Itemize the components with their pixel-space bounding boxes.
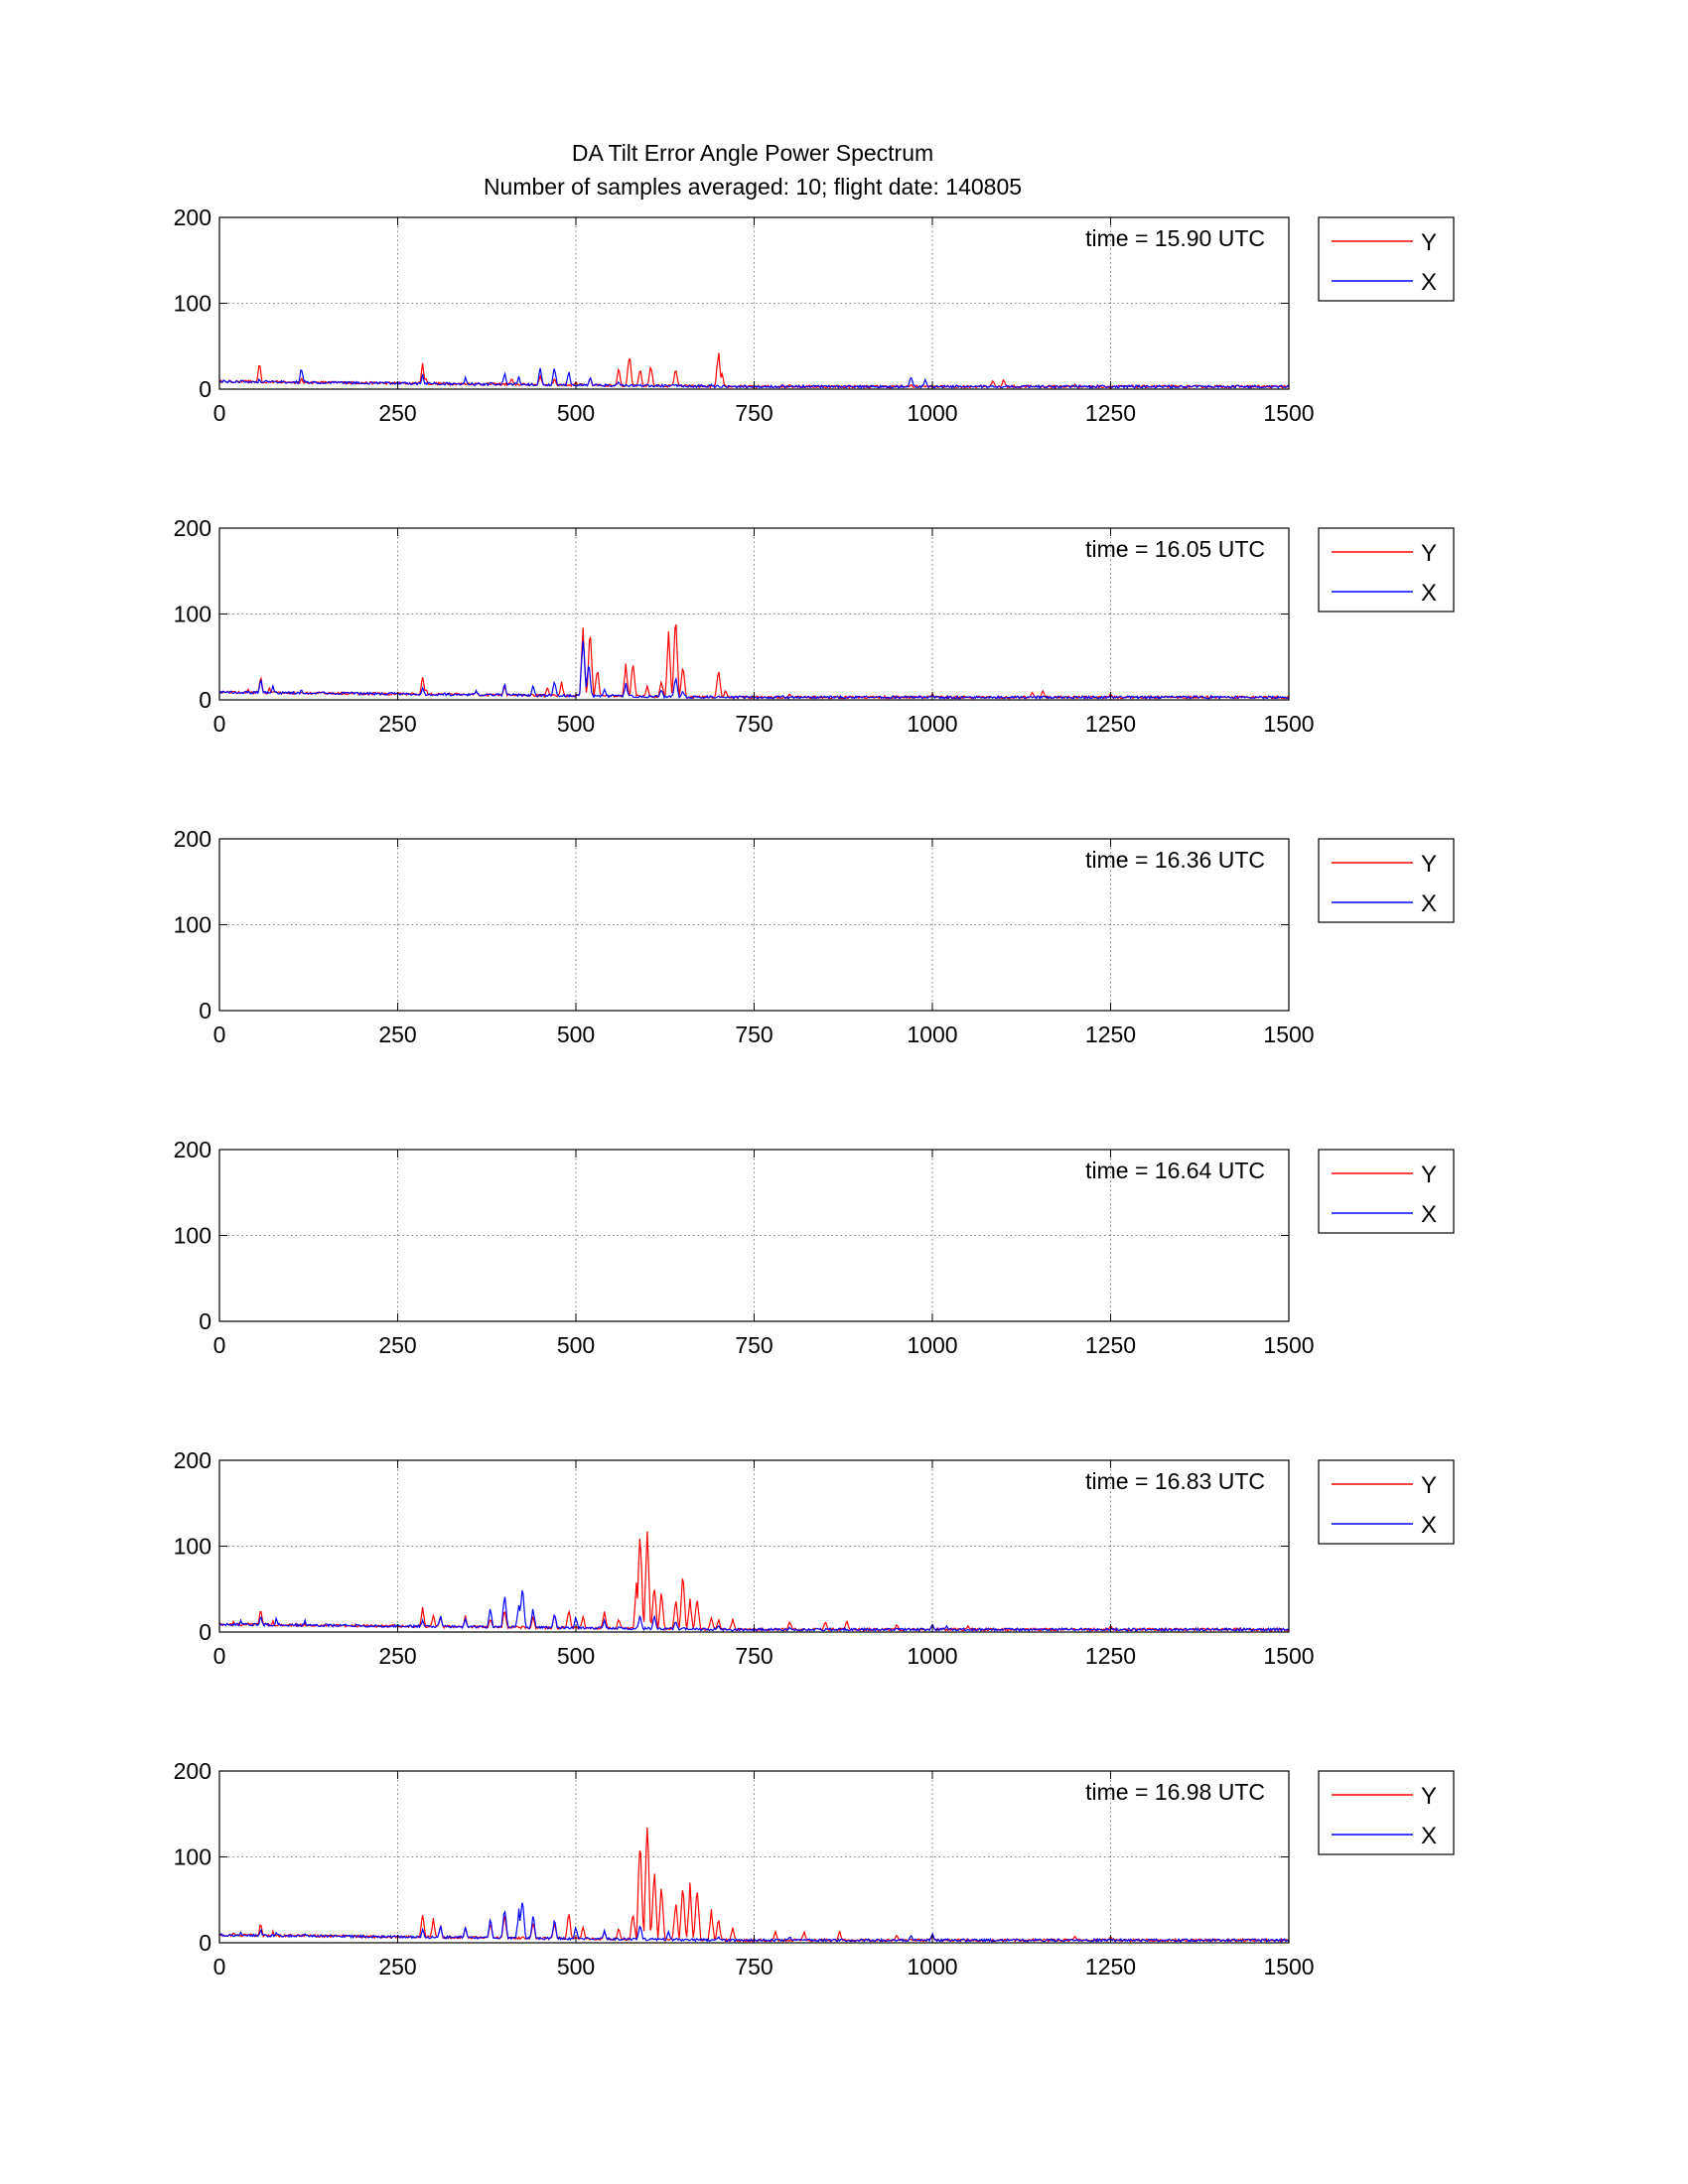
y-tick-label: 200 — [174, 205, 211, 230]
y-tick-label: 0 — [199, 1619, 211, 1645]
y-tick-label: 0 — [199, 687, 211, 713]
x-tick-label: 1000 — [907, 1022, 957, 1047]
x-tick-label: 1250 — [1085, 1643, 1136, 1669]
x-tick-label: 750 — [735, 400, 773, 426]
x-tick-label: 1000 — [907, 1643, 957, 1669]
legend-box — [1318, 216, 1455, 302]
time-annotation: time = 15.90 UTC — [1085, 225, 1265, 251]
x-tick-label: 250 — [378, 1954, 416, 1979]
x-tick-label: 500 — [557, 400, 595, 426]
x-tick-label: 1500 — [1263, 711, 1314, 737]
y-tick-label: 100 — [174, 602, 211, 627]
x-tick-label: 500 — [557, 1022, 595, 1047]
y-tick-label: 100 — [174, 1223, 211, 1249]
x-tick-label: 750 — [735, 711, 773, 737]
x-tick-label: 1500 — [1263, 1332, 1314, 1358]
x-tick-label: 500 — [557, 711, 595, 737]
y-tick-label: 100 — [174, 912, 211, 938]
x-tick-label: 0 — [213, 1643, 226, 1669]
y-tick-label: 100 — [174, 291, 211, 317]
y-tick-label: 200 — [174, 515, 211, 541]
x-tick-label: 1000 — [907, 400, 957, 426]
legend-box — [1318, 1459, 1455, 1545]
y-tick-label: 0 — [199, 1308, 211, 1334]
x-tick-label: 0 — [213, 711, 226, 737]
legend: YX — [1318, 527, 1455, 613]
legend-label-x: X — [1421, 1201, 1437, 1228]
time-annotation: time = 16.98 UTC — [1085, 1779, 1265, 1805]
x-tick-label: 250 — [378, 1022, 416, 1047]
x-tick-label: 0 — [213, 1022, 226, 1047]
legend-label-x: X — [1421, 1512, 1437, 1539]
subplot-6: 0 250 500 750 1000 1250 1500 0 100 200 time = 16.9… — [174, 1758, 1455, 1979]
x-tick-label: 1500 — [1263, 400, 1314, 426]
y-tick-label: 100 — [174, 1534, 211, 1560]
x-tick-label: 0 — [213, 1332, 226, 1358]
legend-label-y: Y — [1421, 851, 1437, 878]
x-tick-label: 500 — [557, 1954, 595, 1979]
x-tick-label: 250 — [378, 1643, 416, 1669]
y-tick-label: 0 — [199, 376, 211, 402]
time-annotation: time = 16.64 UTC — [1085, 1158, 1265, 1183]
legend: YX — [1318, 1459, 1455, 1545]
x-tick-label: 1250 — [1085, 1954, 1136, 1979]
x-tick-label: 500 — [557, 1643, 595, 1669]
legend-label-x: X — [1421, 890, 1437, 917]
x-tick-label: 750 — [735, 1954, 773, 1979]
legend-box — [1318, 1770, 1455, 1855]
x-tick-label: 0 — [213, 1954, 226, 1979]
x-tick-label: 1000 — [907, 711, 957, 737]
legend: YX — [1318, 1770, 1455, 1855]
x-tick-label: 1000 — [907, 1332, 957, 1358]
x-tick-label: 1000 — [907, 1954, 957, 1979]
x-tick-label: 750 — [735, 1643, 773, 1669]
legend: YX — [1318, 216, 1455, 302]
legend-label-y: Y — [1421, 1161, 1437, 1188]
x-tick-label: 1500 — [1263, 1954, 1314, 1979]
time-annotation: time = 16.05 UTC — [1085, 536, 1265, 562]
x-tick-label: 1500 — [1263, 1022, 1314, 1047]
legend-label-y: Y — [1421, 1472, 1437, 1499]
subplot-4: 0 250 500 750 1000 1250 1500 0 100 200 time = 16.6… — [174, 1137, 1455, 1358]
x-tick-label: 250 — [378, 1332, 416, 1358]
y-tick-label: 0 — [199, 1930, 211, 1956]
legend-label-x: X — [1421, 580, 1437, 607]
subplot-3: 0 250 500 750 1000 1250 1500 0 100 200 time = 16.3… — [174, 826, 1455, 1047]
y-tick-label: 200 — [174, 1137, 211, 1162]
y-tick-label: 200 — [174, 1758, 211, 1784]
legend: YX — [1318, 1149, 1455, 1234]
x-tick-label: 1250 — [1085, 1332, 1136, 1358]
x-tick-label: 1500 — [1263, 1643, 1314, 1669]
y-tick-label: 200 — [174, 1447, 211, 1473]
subplot-1: 0 250 500 750 1000 1250 1500 0 100 200 time = 15.9… — [174, 205, 1455, 426]
legend-label-x: X — [1421, 269, 1437, 296]
x-tick-label: 250 — [378, 400, 416, 426]
x-tick-label: 250 — [378, 711, 416, 737]
subplot-5: 0 250 500 750 1000 1250 1500 0 100 200 time = 16.8… — [174, 1447, 1455, 1669]
legend-box — [1318, 838, 1455, 923]
y-tick-label: 200 — [174, 826, 211, 852]
x-tick-label: 750 — [735, 1022, 773, 1047]
x-tick-label: 0 — [213, 400, 226, 426]
x-tick-label: 1250 — [1085, 711, 1136, 737]
legend-box — [1318, 527, 1455, 613]
legend-label-y: Y — [1421, 1783, 1437, 1810]
legend-box — [1318, 1149, 1455, 1234]
figure-subtitle: Number of samples averaged: 10; flight d… — [484, 174, 1022, 200]
time-annotation: time = 16.83 UTC — [1085, 1468, 1265, 1494]
legend-label-y: Y — [1421, 229, 1437, 256]
y-tick-label: 100 — [174, 1844, 211, 1870]
subplot-2: 0 250 500 750 1000 1250 1500 0 100 200 time = 16.0… — [174, 515, 1455, 737]
legend-label-x: X — [1421, 1823, 1437, 1849]
legend: YX — [1318, 838, 1455, 923]
x-tick-label: 1250 — [1085, 400, 1136, 426]
x-tick-label: 750 — [735, 1332, 773, 1358]
x-tick-label: 1250 — [1085, 1022, 1136, 1047]
x-tick-label: 500 — [557, 1332, 595, 1358]
time-annotation: time = 16.36 UTC — [1085, 847, 1265, 873]
y-tick-label: 0 — [199, 998, 211, 1024]
figure-title: DA Tilt Error Angle Power Spectrum — [572, 140, 933, 166]
legend-label-y: Y — [1421, 540, 1437, 567]
